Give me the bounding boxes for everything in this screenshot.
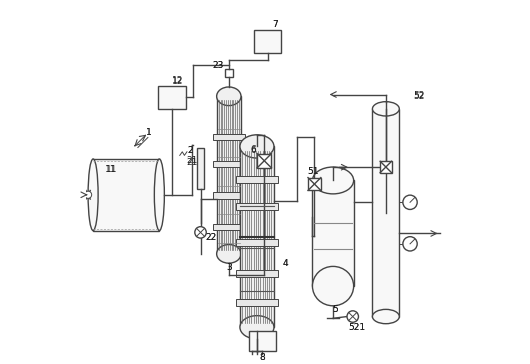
Text: 52: 52	[413, 92, 425, 101]
Bar	[217, 96, 241, 254]
Bar	[236, 176, 278, 183]
Text: 51: 51	[307, 167, 319, 176]
Text: 22: 22	[205, 233, 216, 242]
Text: 2: 2	[187, 146, 192, 154]
Text: 52: 52	[413, 91, 425, 100]
Text: 23: 23	[213, 62, 224, 70]
Ellipse shape	[373, 102, 399, 116]
Bar	[225, 70, 233, 76]
Bar	[213, 134, 244, 141]
Bar	[213, 224, 244, 230]
Text: 3: 3	[226, 263, 232, 272]
Text: 11: 11	[105, 165, 117, 174]
Ellipse shape	[240, 316, 274, 339]
Text: 8: 8	[260, 353, 265, 362]
Circle shape	[403, 237, 417, 251]
Text: 6: 6	[250, 145, 255, 154]
Bar	[249, 331, 276, 351]
Text: 8: 8	[260, 353, 265, 362]
Text: 22: 22	[205, 233, 216, 242]
Bar	[254, 30, 281, 53]
Ellipse shape	[217, 87, 241, 106]
Text: 1: 1	[146, 128, 152, 136]
Bar	[257, 154, 271, 168]
Text: 11: 11	[106, 165, 118, 174]
Bar	[213, 192, 244, 199]
Text: 521: 521	[349, 323, 366, 332]
Ellipse shape	[373, 309, 399, 324]
Bar	[157, 86, 186, 109]
Bar	[213, 161, 244, 167]
Text: 3: 3	[226, 263, 232, 272]
Bar	[93, 159, 160, 230]
Text: 521: 521	[349, 324, 366, 332]
Text: 21: 21	[186, 156, 197, 165]
Text: 4: 4	[282, 260, 288, 269]
Bar	[313, 181, 354, 286]
Text: 7: 7	[272, 20, 278, 29]
Circle shape	[84, 191, 92, 198]
Text: 12: 12	[172, 76, 183, 86]
Text: 1: 1	[146, 128, 152, 136]
Ellipse shape	[313, 167, 354, 194]
Text: 7: 7	[272, 20, 278, 29]
Ellipse shape	[240, 135, 274, 158]
Bar	[380, 161, 392, 173]
Bar	[197, 148, 204, 189]
Bar	[236, 240, 278, 246]
Text: 2: 2	[187, 146, 192, 154]
Circle shape	[347, 311, 358, 322]
Ellipse shape	[313, 266, 354, 306]
Ellipse shape	[154, 159, 164, 230]
Text: 5: 5	[332, 305, 338, 314]
Circle shape	[195, 227, 206, 238]
Text: 6: 6	[250, 146, 255, 154]
Bar	[308, 178, 321, 190]
Bar	[373, 109, 399, 317]
Bar	[236, 203, 278, 210]
Ellipse shape	[88, 159, 98, 230]
Text: 21: 21	[186, 158, 197, 167]
Text: 51: 51	[307, 167, 319, 176]
Bar	[236, 299, 278, 306]
Text: 4: 4	[283, 260, 288, 269]
Text: 23: 23	[213, 62, 224, 70]
Bar	[236, 270, 278, 277]
Text: 5: 5	[332, 305, 338, 314]
Bar	[240, 146, 274, 327]
Ellipse shape	[217, 245, 241, 263]
Circle shape	[403, 195, 417, 209]
Text: 12: 12	[172, 77, 183, 86]
